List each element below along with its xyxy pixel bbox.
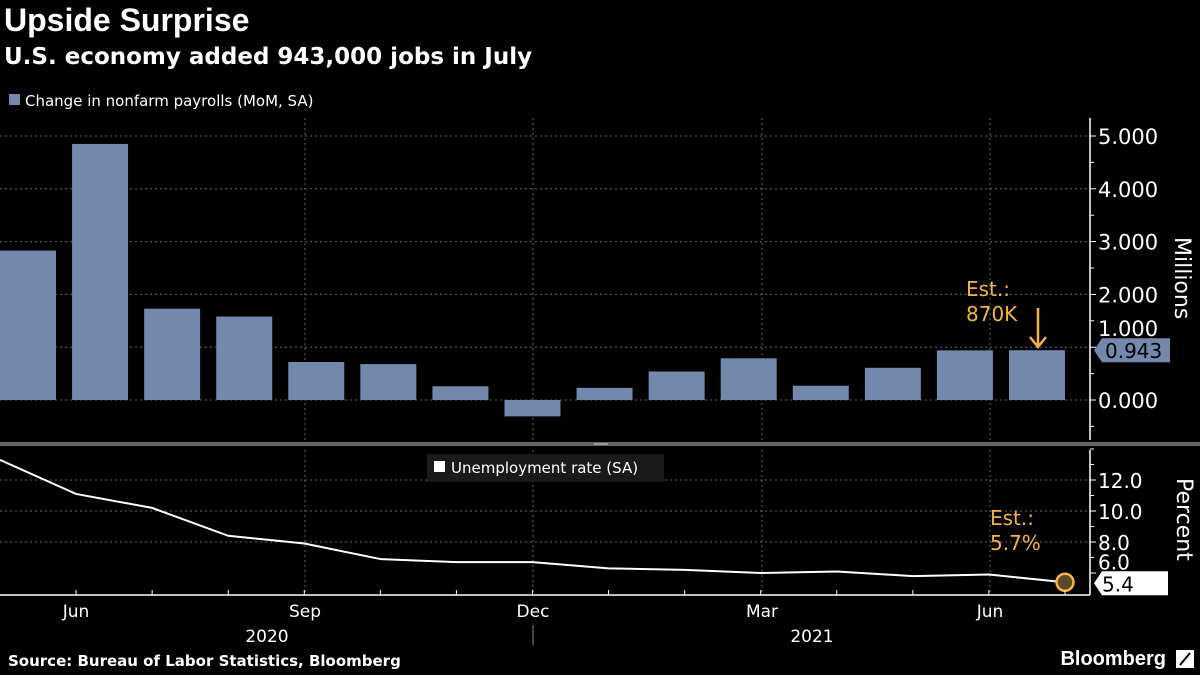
last-point-marker (1055, 572, 1075, 593)
y-tick-label: 12.0 (1098, 469, 1143, 493)
bar-may-2021 (864, 367, 921, 400)
estimate-annotation-line1: Est.: (966, 277, 1010, 301)
last-value-tag (1094, 338, 1170, 363)
bar-apr-2021 (792, 385, 849, 400)
estimate-annotation-line2: 870K (966, 302, 1018, 326)
y-tick-label: 5.000 (1098, 125, 1158, 149)
y-tick-label: 10.0 (1098, 500, 1143, 524)
estimate-annotation-line2: 5.7% (990, 531, 1041, 555)
bar-feb-2021 (648, 371, 705, 400)
bar-jul-2021 (1008, 350, 1065, 400)
line-point-sep-2020 (303, 543, 305, 545)
y-tick-label: 2.000 (1098, 283, 1158, 307)
bar-dec-2020 (504, 400, 561, 417)
line-point-may-2020 (0, 459, 1, 461)
line-point-apr-2021 (836, 570, 838, 572)
line-point-aug-2020 (227, 535, 229, 537)
arrow-down-icon (1029, 308, 1047, 350)
line-point-dec-2020 (531, 561, 533, 563)
line-point-oct-2020 (379, 558, 381, 560)
x-tick-label-mar: Mar (746, 602, 778, 622)
y-axis-label-percent: Percent (1171, 478, 1196, 561)
line-point-mar-2021 (760, 572, 762, 574)
legend-swatch-unemployment (434, 461, 445, 472)
brand-logo: Bloomberg (1060, 648, 1166, 670)
line-point-jan-2021 (608, 567, 610, 569)
line-point-feb-2021 (684, 569, 686, 571)
y-axis-label-millions: Millions (1169, 237, 1194, 319)
panel-resize-handle (594, 443, 608, 445)
bar-aug-2020 (216, 316, 273, 400)
bar-jan-2021 (576, 387, 633, 400)
x-tick-label-jun: Jun (976, 602, 1004, 622)
legend-unemployment: Unemployment rate (SA) (451, 459, 638, 477)
last-value-tag-unemployment (1094, 571, 1168, 596)
line-point-nov-2020 (455, 561, 457, 563)
x-tick-label-jun: Jun (62, 602, 90, 622)
bar-may-2020 (0, 250, 56, 400)
source-note: Source: Bureau of Labor Statistics, Bloo… (8, 652, 401, 670)
x-year-label-2020: 2020 (245, 627, 288, 647)
bar-nov-2020 (432, 386, 489, 400)
y-tick-label: 3.000 (1098, 231, 1158, 255)
y-tick-label: 6.0 (1098, 550, 1130, 574)
bar-jun-2021 (936, 350, 993, 400)
bar-mar-2021 (720, 358, 777, 400)
line-point-jul-2020 (151, 507, 153, 509)
legend-box-unemployment (427, 454, 664, 482)
chart-subtitle: U.S. economy added 943,000 jobs in July (4, 44, 533, 70)
x-tick-label-sep: Sep (289, 602, 321, 622)
bar-jun-2020 (72, 143, 129, 401)
legend-swatch-payrolls (9, 94, 20, 105)
chart-title: Upside Surprise (4, 2, 250, 38)
line-point-may-2021 (912, 575, 914, 577)
x-tick-label-dec: Dec (517, 602, 550, 622)
y-tick-label: 1.000 (1098, 317, 1158, 341)
bloomberg-icon-mark (1179, 652, 1191, 666)
line-point-jun-2021 (988, 574, 990, 576)
bar-sep-2020 (288, 361, 345, 400)
last-value-label-unemployment: 5.4 (1102, 572, 1134, 596)
bar-jul-2020 (144, 308, 201, 400)
y-tick-label: 8.0 (1098, 531, 1130, 555)
estimate-annotation-line1: Est.: (990, 506, 1034, 530)
line-point-jun-2020 (75, 493, 77, 495)
x-year-label-2021: 2021 (790, 627, 833, 647)
y-tick-label: 4.000 (1098, 178, 1158, 202)
last-value-label: 0.943 (1105, 339, 1162, 363)
bar-oct-2020 (360, 364, 417, 400)
legend-payrolls: Change in nonfarm payrolls (MoM, SA) (25, 92, 313, 110)
y-tick-label: 0.000 (1098, 389, 1158, 413)
